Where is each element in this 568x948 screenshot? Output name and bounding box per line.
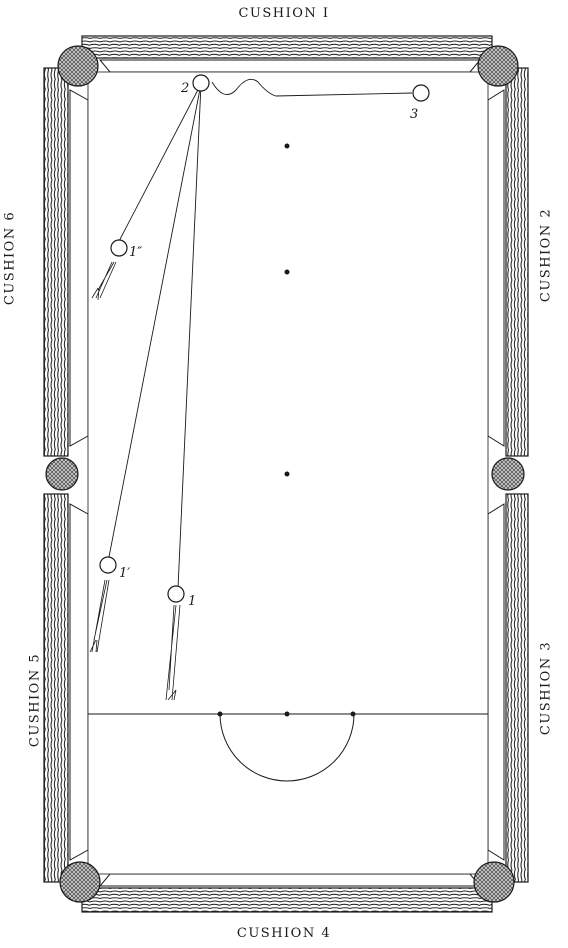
cushion-2 bbox=[487, 89, 505, 447]
cushion-5 bbox=[69, 503, 89, 861]
cushion-3 bbox=[487, 503, 505, 861]
ball-1-label: 1 bbox=[188, 594, 196, 609]
cue-1pp bbox=[91, 261, 117, 301]
path-1pp-to-2 bbox=[116, 83, 202, 246]
spot-centre bbox=[284, 471, 290, 477]
pocket-bottom-right bbox=[473, 861, 515, 903]
cushion-6 bbox=[69, 89, 89, 447]
path-1-to-2 bbox=[177, 83, 202, 589]
path-1p-to-2 bbox=[107, 83, 202, 563]
cue-1p bbox=[89, 579, 110, 653]
cushion-1-label: CUSHION I bbox=[238, 6, 330, 21]
ball-1-prime-label: 1′ bbox=[119, 566, 130, 581]
cushion-4-label: CUSHION 4 bbox=[236, 926, 332, 941]
ball-3 bbox=[412, 84, 430, 102]
pocket-bottom-left bbox=[59, 861, 101, 903]
spot-upper bbox=[284, 269, 290, 275]
cushion-1 bbox=[98, 59, 482, 73]
ball-3-label: 3 bbox=[410, 107, 418, 122]
ball-1-double-prime bbox=[110, 239, 128, 257]
ball-paths bbox=[107, 78, 413, 589]
ball-1 bbox=[167, 585, 185, 603]
ball-1-double-prime-label: 1″ bbox=[129, 245, 142, 260]
spot-top bbox=[284, 143, 290, 149]
rail-bottom bbox=[81, 887, 493, 913]
pocket-middle-right bbox=[491, 457, 525, 491]
rail-left-upper bbox=[43, 67, 69, 457]
rail-top bbox=[81, 35, 493, 59]
ball-2 bbox=[192, 74, 210, 92]
balls: 2 3 1 1′ 1″ bbox=[99, 74, 430, 609]
rail-right-upper bbox=[505, 67, 529, 457]
baulk-d bbox=[219, 713, 355, 782]
pocket-top-left bbox=[57, 45, 99, 87]
pocket-top-right bbox=[477, 45, 519, 87]
ball-2-label: 2 bbox=[180, 81, 189, 96]
pocket-middle-left bbox=[45, 457, 79, 491]
rail-right-lower bbox=[505, 493, 529, 883]
cushion-4 bbox=[98, 873, 482, 887]
cue-1 bbox=[165, 604, 181, 701]
cue-sticks bbox=[89, 261, 181, 701]
ball-1-prime bbox=[99, 556, 117, 574]
path-2-to-3 bbox=[211, 78, 413, 97]
rail-left-lower bbox=[43, 493, 69, 883]
